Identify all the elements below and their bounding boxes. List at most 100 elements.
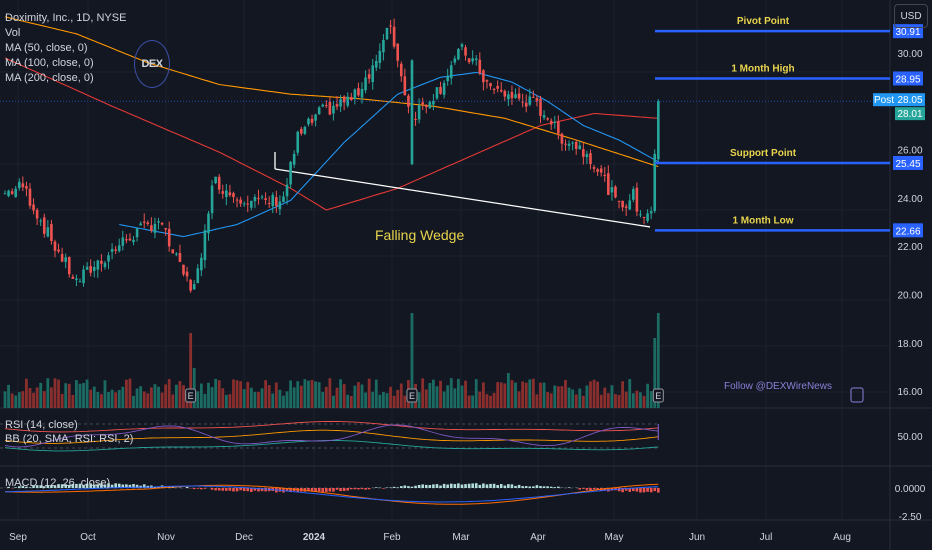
macd-pane <box>0 483 660 505</box>
macd-hist-bar <box>60 484 64 488</box>
candle-body <box>367 74 371 79</box>
volume-bar <box>121 386 125 408</box>
macd-hist-bar <box>310 488 314 492</box>
volume-bar <box>153 384 157 408</box>
macd-hist-bar <box>214 488 217 491</box>
time-tick: Mar <box>452 532 470 543</box>
candle-body <box>57 249 60 252</box>
candle-body <box>185 271 189 277</box>
macd-hist-bar <box>307 488 310 492</box>
volume-bar <box>210 387 214 408</box>
macd-hist-bar <box>42 486 46 488</box>
price-tick: 18.00 <box>897 339 922 350</box>
candle-body <box>449 65 453 79</box>
macd-hist-bar <box>360 488 364 490</box>
candle-body <box>332 105 335 114</box>
volume-bar <box>53 378 57 408</box>
volume-bar <box>492 392 496 408</box>
volume-bar <box>171 394 175 408</box>
macd-hist-bar <box>646 488 649 492</box>
ma100-line <box>4 16 659 168</box>
candle-body <box>360 88 364 98</box>
falling-wedge <box>274 152 651 228</box>
macd-hist-bar <box>542 486 546 488</box>
volume-bar <box>539 382 542 408</box>
candle-body <box>42 217 46 234</box>
post-price-tag <box>895 93 925 107</box>
candle-body <box>639 214 642 216</box>
macd-hist-bar <box>246 488 250 492</box>
level-tag-text: 25.45 <box>895 159 920 170</box>
macd-hist-bar <box>64 484 67 488</box>
volume-bar <box>346 394 350 408</box>
volume-bar <box>35 387 39 408</box>
macd-hist-bar <box>339 488 342 492</box>
macd-hist-bar <box>603 488 607 491</box>
candle-body <box>28 188 32 206</box>
volume-bar <box>646 383 649 408</box>
candle-body <box>96 260 100 270</box>
volume-bar <box>157 386 160 408</box>
symbol-title: Doximity, Inc., 1D, NYSE <box>5 12 127 24</box>
candle-body <box>442 82 446 95</box>
volume-bar <box>485 394 489 408</box>
candle-body <box>403 76 407 96</box>
volume-bar <box>371 391 375 408</box>
candle-body <box>542 115 546 118</box>
candle-body <box>200 257 203 271</box>
candle-body <box>214 176 217 184</box>
macd-hist-bar <box>632 488 635 492</box>
volume-bar <box>614 394 617 408</box>
candle-body <box>175 253 178 255</box>
candle-body <box>439 86 442 94</box>
price-tick: 20.00 <box>897 291 922 302</box>
macd-hist-bar <box>285 488 289 492</box>
macd-hist-bar <box>7 486 10 488</box>
time-tick: May <box>605 532 624 543</box>
macd-hist-bar <box>446 484 449 488</box>
macd-hist-bar <box>403 485 407 488</box>
volume-bar <box>89 389 93 408</box>
macd-hist-bar <box>471 483 474 488</box>
candle-body <box>646 213 649 221</box>
macd-hist-bar <box>410 486 414 488</box>
candle-body <box>528 96 532 105</box>
volume-bar <box>592 379 596 408</box>
ma200-legend: MA (200, close, 0) <box>5 72 94 84</box>
candle-body <box>35 209 39 219</box>
candle-body <box>328 101 332 115</box>
candle-body <box>85 266 89 270</box>
post-price-text: 28.05 <box>897 95 922 106</box>
candle-body <box>296 131 300 153</box>
candle-body <box>103 262 107 268</box>
candle-body <box>46 227 50 237</box>
candle-body <box>71 276 75 279</box>
candle-body <box>182 264 185 275</box>
candle-body <box>564 143 567 145</box>
volume-bar <box>524 382 528 408</box>
candle-body <box>432 100 435 105</box>
macd-hist-bar <box>314 488 317 492</box>
candle-body <box>225 190 228 197</box>
macd-hist-bar <box>253 488 257 491</box>
candle-body <box>335 104 339 107</box>
candle-body <box>357 88 360 96</box>
candle-body <box>92 266 96 271</box>
candle-body <box>424 104 428 108</box>
candle-body <box>553 121 557 123</box>
candle-body <box>471 58 474 62</box>
candle-body <box>378 50 382 63</box>
macd-tick: -2.50 <box>899 512 922 523</box>
candle-body <box>482 70 485 83</box>
candle-body <box>171 249 175 254</box>
candle-body <box>628 200 632 210</box>
macd-hist-bar <box>596 488 599 490</box>
post-badge <box>873 93 895 107</box>
currency-button[interactable]: USD <box>894 4 928 28</box>
macd-hist-bar <box>14 487 18 488</box>
candle-body <box>503 90 507 97</box>
macd-hist-bar <box>57 484 60 488</box>
macd-hist-bar <box>532 486 535 488</box>
candle-body <box>607 173 610 195</box>
